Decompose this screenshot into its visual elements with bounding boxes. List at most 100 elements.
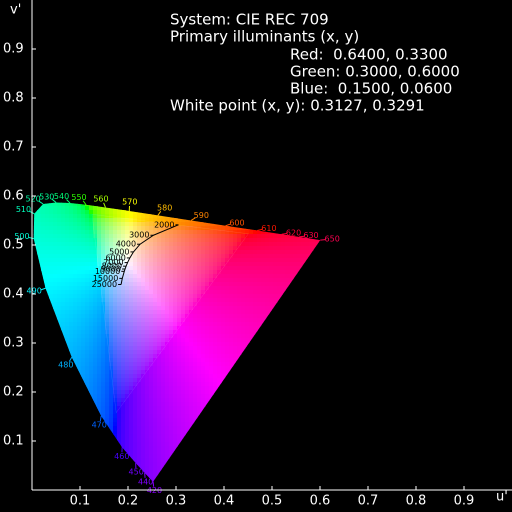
color-cell	[145, 394, 150, 399]
color-cell	[125, 434, 130, 439]
color-cell	[173, 386, 178, 391]
color-cell	[65, 222, 70, 227]
color-cell	[89, 210, 94, 215]
color-cell	[61, 222, 66, 227]
color-cell	[189, 262, 194, 267]
color-cell	[165, 446, 170, 451]
color-cell	[245, 298, 250, 303]
color-cell	[121, 278, 126, 283]
color-cell	[53, 306, 58, 311]
color-cell	[37, 226, 42, 231]
color-cell	[261, 238, 266, 243]
color-cell	[77, 294, 82, 299]
color-cell	[37, 210, 42, 215]
color-cell	[145, 450, 150, 455]
color-cell	[125, 398, 130, 403]
color-cell	[225, 342, 230, 347]
color-cell	[185, 254, 190, 259]
color-cell	[101, 362, 106, 367]
color-cell	[197, 306, 202, 311]
color-cell	[101, 222, 106, 227]
color-cell	[281, 266, 286, 271]
color-cell	[133, 302, 138, 307]
color-cell	[129, 234, 134, 239]
color-cell	[233, 238, 238, 243]
color-cell	[113, 422, 118, 427]
color-cell	[145, 458, 150, 463]
color-cell	[41, 222, 46, 227]
color-cell	[69, 226, 74, 231]
color-cell	[233, 294, 238, 299]
color-cell	[69, 202, 74, 207]
color-cell	[309, 242, 314, 247]
color-cell	[293, 262, 298, 267]
color-cell	[201, 358, 206, 363]
color-cell	[77, 306, 82, 311]
color-cell	[225, 254, 230, 259]
color-cell	[233, 274, 238, 279]
color-cell	[173, 390, 178, 395]
color-cell	[257, 322, 262, 327]
color-cell	[181, 294, 186, 299]
color-cell	[165, 310, 170, 315]
color-cell	[169, 402, 174, 407]
color-cell	[261, 258, 266, 263]
color-cell	[193, 246, 198, 251]
color-cell	[173, 358, 178, 363]
color-cell	[165, 426, 170, 431]
color-cell	[225, 370, 230, 375]
color-cell	[73, 354, 78, 359]
color-cell	[169, 238, 174, 243]
color-cell	[193, 346, 198, 351]
color-cell	[145, 254, 150, 259]
color-cell	[81, 238, 86, 243]
color-cell	[45, 254, 50, 259]
color-cell	[169, 394, 174, 399]
color-cell	[253, 282, 258, 287]
color-cell	[273, 234, 278, 239]
color-cell	[101, 326, 106, 331]
color-cell	[101, 206, 106, 211]
color-cell	[61, 298, 66, 303]
color-cell	[173, 274, 178, 279]
color-cell	[269, 234, 274, 239]
color-cell	[289, 270, 294, 275]
color-cell	[197, 370, 202, 375]
color-cell	[209, 358, 214, 363]
color-cell	[177, 386, 182, 391]
color-cell	[69, 266, 74, 271]
color-cell	[113, 390, 118, 395]
color-cell	[265, 262, 270, 267]
color-cell	[261, 246, 266, 251]
color-cell	[129, 318, 134, 323]
color-cell	[37, 238, 42, 243]
color-cell	[125, 306, 130, 311]
color-cell	[197, 366, 202, 371]
color-cell	[181, 234, 186, 239]
color-cell	[157, 362, 162, 367]
color-cell	[45, 230, 50, 235]
color-cell	[53, 294, 58, 299]
color-cell	[165, 378, 170, 383]
color-cell	[193, 266, 198, 271]
color-cell	[45, 286, 50, 291]
color-cell	[65, 270, 70, 275]
color-cell	[233, 298, 238, 303]
color-cell	[145, 426, 150, 431]
color-cell	[193, 378, 198, 383]
color-cell	[293, 258, 298, 263]
color-cell	[205, 382, 210, 387]
color-cell	[105, 362, 110, 367]
color-cell	[233, 346, 238, 351]
color-cell	[125, 278, 130, 283]
color-cell	[33, 214, 38, 219]
color-cell	[177, 338, 182, 343]
color-cell	[141, 262, 146, 267]
color-cell	[185, 290, 190, 295]
color-cell	[109, 338, 114, 343]
color-cell	[73, 338, 78, 343]
color-cell	[141, 222, 146, 227]
color-cell	[201, 234, 206, 239]
color-cell	[209, 330, 214, 335]
color-cell	[141, 402, 146, 407]
